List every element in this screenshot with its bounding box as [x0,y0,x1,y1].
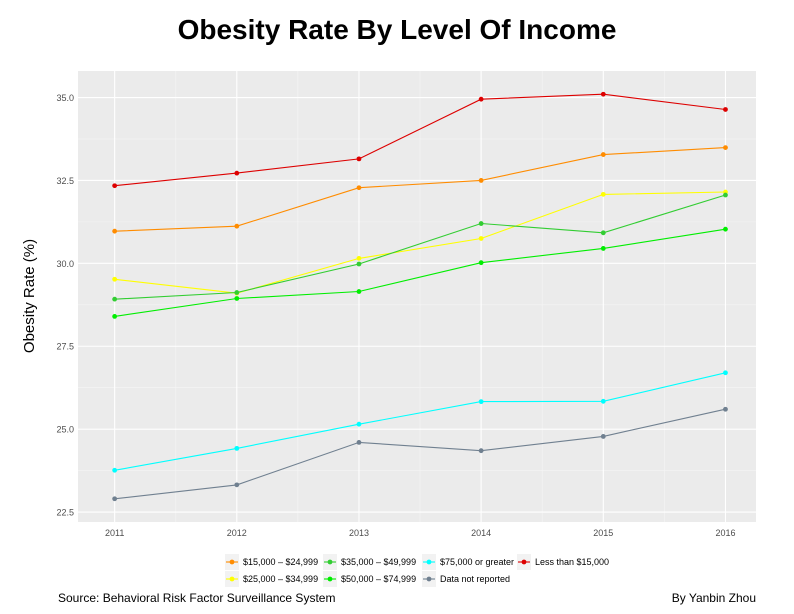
y-tick-labels: 22.5 25.0 27.5 30.0 32.5 35.0 [56,93,74,518]
data-point [356,440,362,445]
legend-key-point [426,576,432,582]
series-line [114,147,726,232]
data-point [723,145,728,151]
data-point [600,191,606,197]
x-tick-label: 2014 [471,528,491,538]
y-tick-label: 22.5 [56,508,74,518]
data-point [356,421,362,427]
data-point [600,246,606,251]
data-point [600,398,606,404]
legend-label: $15,000 – $24,999 [243,557,318,567]
data-point [356,289,362,294]
data-point [600,152,606,157]
legend-key-point [426,559,432,565]
data-point [112,496,118,502]
y-axis-label: Obesity Rate (%) [21,239,38,353]
y-tick-label: 32.5 [56,176,74,186]
data-point [112,467,118,473]
data-point [478,178,484,183]
plot-background [78,71,756,522]
data-point [234,170,240,176]
series-line [114,93,726,187]
y-tick-label: 35.0 [56,93,74,103]
data-point [112,313,118,319]
data-point [112,296,118,302]
legend-label: $75,000 or greater [440,557,514,567]
data-point [234,290,240,295]
series-line [114,408,726,500]
data-point [723,226,728,232]
series-line [114,191,726,294]
x-tick-labels: 2011 2012 2013 2014 2015 2016 [105,528,736,538]
data-point [478,96,484,102]
y-tick-label: 27.5 [56,342,74,352]
x-tick-label: 2013 [349,528,369,538]
data-point [356,261,362,267]
data-point [234,296,240,301]
data-point [356,255,362,261]
source-caption: Source: Behavioral Risk Factor Surveilla… [58,591,336,605]
data-point [356,156,362,162]
data-point [234,445,240,451]
data-point [723,107,728,112]
data-point [478,236,484,241]
data-point [356,185,362,191]
data-point [478,260,484,266]
data-point [723,370,728,376]
data-point [112,276,118,282]
legend-label: $25,000 – $34,999 [243,574,318,584]
data-point [478,399,484,405]
data-point [723,192,728,198]
data-point [600,434,606,439]
legend-key-point [229,559,235,565]
legend-key-point [327,576,333,582]
y-tick-label: 25.0 [56,425,74,435]
data-point [234,482,240,488]
data-point [723,406,728,412]
x-tick-label: 2016 [715,528,735,538]
series-line [114,372,726,471]
legend-label: $50,000 – $74,999 [341,574,416,584]
data-point [478,221,484,226]
x-tick-label: 2015 [593,528,613,538]
author-caption: By Yanbin Zhou [671,591,756,605]
legend-label: Less than $15,000 [535,557,609,567]
legend-label: $35,000 – $49,999 [341,557,416,567]
x-tick-label: 2011 [105,528,124,538]
legend-label: Data not reported [440,574,510,584]
legend-key-point [229,576,235,582]
x-tick-label: 2012 [227,528,247,538]
y-tick-label: 30.0 [56,259,74,269]
data-point [478,448,484,454]
data-point [112,228,118,234]
series-line [114,228,726,317]
series-lines [112,91,728,502]
series-line [114,194,726,300]
legend-key-point [327,559,333,565]
legend-key-point [521,559,527,565]
data-point [234,223,240,229]
chart-title: Obesity Rate By Level Of Income [177,14,617,45]
data-point [600,91,606,97]
data-point [600,230,606,236]
data-point [112,183,118,189]
legend: $15,000 – $24,999 $25,000 – $34,999 $35,00… [225,554,609,587]
